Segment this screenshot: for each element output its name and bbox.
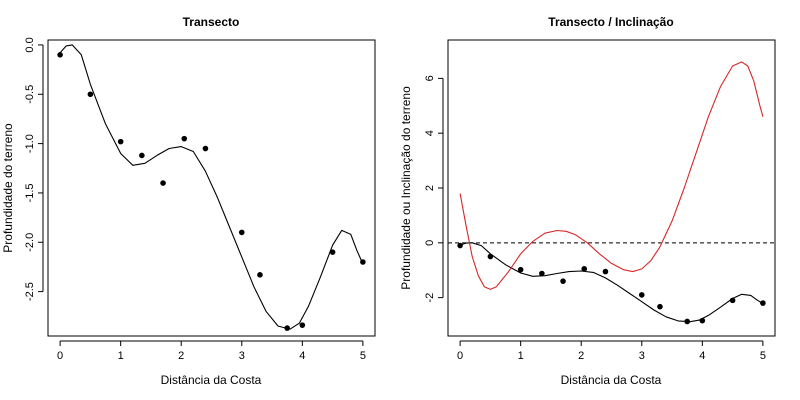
data-point bbox=[257, 272, 263, 278]
chart-1-series-layer bbox=[57, 44, 366, 331]
data-point bbox=[560, 278, 566, 284]
chart-2-series-layer bbox=[448, 61, 775, 325]
x-tick-label: 2 bbox=[178, 350, 184, 362]
data-point bbox=[238, 229, 245, 236]
data-point bbox=[539, 270, 545, 277]
x-tick-label: 1 bbox=[118, 350, 124, 362]
data-point bbox=[657, 303, 663, 310]
y-tick-label: 0 bbox=[424, 240, 436, 246]
y-tick-label: 6 bbox=[424, 75, 436, 81]
y-tick-label: -2.0 bbox=[24, 233, 36, 252]
chart-2-x-axis-label: Distância da Costa bbox=[561, 373, 662, 387]
data-point bbox=[202, 145, 209, 152]
chart-1-title: Transecto bbox=[183, 15, 240, 29]
data-point bbox=[87, 91, 94, 98]
y-tick-label: -0.5 bbox=[24, 85, 36, 104]
chart-2-plot-area bbox=[447, 39, 776, 337]
x-tick-label: 3 bbox=[639, 350, 645, 362]
x-tick-label: 0 bbox=[457, 350, 463, 362]
chart-1-y-axis-label: Profundidade do terreno bbox=[1, 123, 15, 253]
data-point bbox=[581, 266, 588, 272]
data-point bbox=[57, 52, 63, 58]
data-point bbox=[517, 266, 524, 273]
y-tick-label: -1.5 bbox=[24, 183, 36, 202]
chart-2-y-axis: -2 0 2 4 6 bbox=[424, 75, 444, 303]
x-tick-label: 4 bbox=[299, 350, 305, 362]
chart-1-plot-area bbox=[47, 39, 376, 337]
data-point bbox=[299, 322, 306, 328]
data-point bbox=[329, 249, 336, 255]
data-point bbox=[117, 138, 124, 145]
fitted-curve bbox=[59, 44, 364, 330]
x-tick-label: 4 bbox=[699, 350, 705, 362]
y-tick-label: -2 bbox=[424, 293, 436, 303]
y-tick-label: 0.0 bbox=[24, 37, 36, 52]
panel-transecto: Transecto 0 1 2 3 4 5 0.0 -0.5 -1.0 -1.5 -2.0 -2.5… bbox=[1, 15, 376, 387]
chart-2-title: Transecto / Inclinação bbox=[548, 15, 673, 29]
data-point bbox=[160, 180, 166, 186]
x-tick-label: 2 bbox=[578, 350, 584, 362]
y-tick-label: -1.0 bbox=[24, 134, 36, 153]
data-point bbox=[602, 268, 609, 275]
data-point bbox=[638, 292, 645, 298]
chart-2-y-axis-label: Profundidade ou Inclinação do terreno bbox=[399, 86, 413, 290]
slope-curve bbox=[459, 61, 764, 290]
data-point bbox=[181, 135, 188, 142]
data-point bbox=[457, 242, 463, 249]
x-tick-label: 1 bbox=[518, 350, 524, 362]
x-tick-label: 0 bbox=[57, 350, 63, 362]
panel-transecto-inclinacao: Transecto / Inclinação 0 1 2 3 4 5 -2 0 2 4 6 Dis… bbox=[399, 15, 776, 387]
data-point bbox=[139, 152, 145, 159]
y-tick-label: 2 bbox=[424, 185, 436, 191]
x-tick-label: 3 bbox=[239, 350, 245, 362]
chart-1-y-axis: 0.0 -0.5 -1.0 -1.5 -2.0 -2.5 bbox=[24, 37, 44, 301]
chart-1-x-axis: 0 1 2 3 4 5 bbox=[57, 340, 366, 362]
x-tick-label: 5 bbox=[360, 350, 366, 362]
chart-2-x-axis: 0 1 2 3 4 5 bbox=[457, 340, 766, 362]
fitted-curve bbox=[459, 242, 764, 323]
chart-1-x-axis-label: Distância da Costa bbox=[161, 373, 262, 387]
y-tick-label: -2.5 bbox=[24, 282, 36, 301]
y-tick-label: 4 bbox=[424, 130, 436, 136]
x-tick-label: 5 bbox=[760, 350, 766, 362]
